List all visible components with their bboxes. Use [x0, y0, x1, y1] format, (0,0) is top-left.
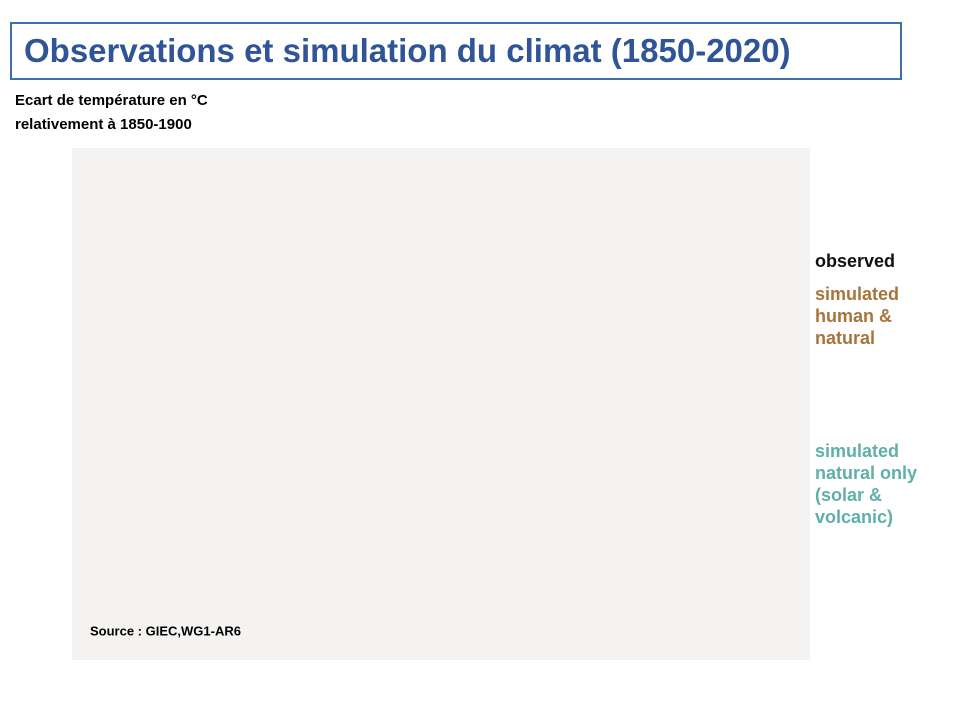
plot-area: [72, 148, 810, 660]
y-axis-label: relativement à 1850-1900: [15, 116, 192, 133]
source-note: Source : GIEC,WG1-AR6: [90, 623, 241, 638]
legend-label: observed: [815, 251, 896, 271]
legend-label: simulated natural only (solar & volcanic…: [815, 441, 918, 527]
legend-label: simulated human & natural: [815, 284, 900, 348]
chart-title: Observations et simulation du climat (18…: [10, 22, 902, 80]
y-axis-label: Ecart de température en °C: [15, 92, 208, 109]
